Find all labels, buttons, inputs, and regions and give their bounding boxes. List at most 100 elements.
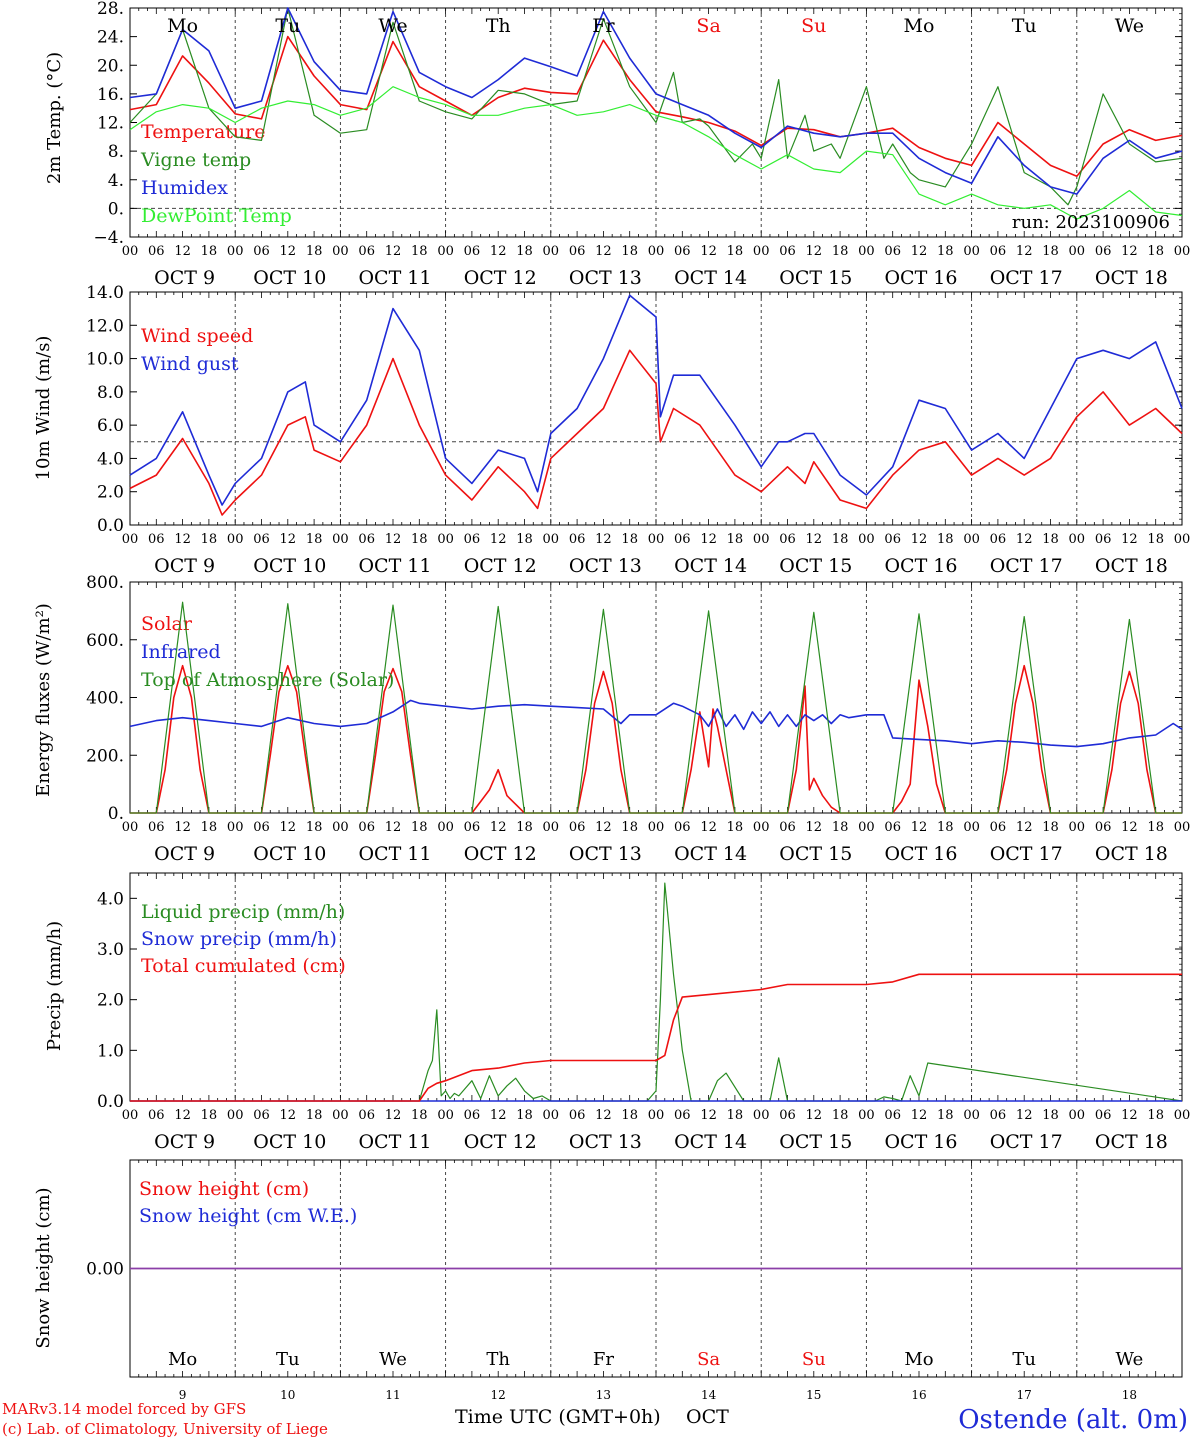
hour-tick-label: 12 [806,244,823,259]
hour-tick-label: 00 [1069,820,1086,835]
hour-tick-label: 18 [621,1108,638,1123]
weekday-label-bottom: We [379,1349,407,1370]
hour-tick-label: 18 [516,532,533,547]
hour-tick-label: 00 [1174,1108,1191,1123]
hour-tick-label: 00 [963,532,980,547]
series-line-total-cumulated-cm [130,973,1182,1102]
weekday-label-bottom: Th [486,1349,510,1370]
hour-tick-label: 06 [358,820,375,835]
hour-tick-label: 06 [1095,820,1112,835]
hour-tick-label: 18 [1147,244,1164,259]
panel-3: 800. 600. 400. 200. 0. Energy fluxes (W/m²) So… [33,573,1190,865]
hour-tick-label: 06 [779,1108,796,1123]
hour-tick-label: 00 [858,1108,875,1123]
date-label: OCT 14 [674,843,747,865]
day-number: 11 [385,1388,400,1402]
y-tick-label: 4.0 [97,889,124,909]
hour-tick-label: 18 [727,820,744,835]
hour-tick-label: 00 [963,244,980,259]
hour-tick-label: 06 [569,1108,586,1123]
day-number: 12 [491,1388,506,1402]
hour-tick-label: 12 [490,820,507,835]
hour-tick-label: 18 [937,244,954,259]
date-label: OCT 15 [779,267,852,289]
weekday-label-bottom: Su [802,1349,826,1370]
date-label: OCT 17 [990,843,1063,865]
y-tick-label: 12.0 [86,316,124,336]
date-label: OCT 16 [884,267,957,289]
hour-tick-label: 00 [227,820,244,835]
hour-tick-label: 06 [148,244,165,259]
run-label: run: 2023100906 [1012,212,1170,233]
hour-tick-label: 00 [437,1108,454,1123]
y-tick-label: 28. [97,0,124,19]
series-line-wind-gust [129,294,1183,506]
hour-tick-label: 18 [1147,820,1164,835]
date-label: OCT 16 [884,555,957,577]
weekday-label-bottom: We [1116,1349,1144,1370]
y-tick-label: 8.0 [97,383,124,403]
hour-tick-label: 12 [490,532,507,547]
day-number: 15 [806,1388,821,1402]
hour-tick-label: 12 [385,1108,402,1123]
hour-tick-label: 12 [700,820,717,835]
hour-tick-label: 06 [779,244,796,259]
y-tick-label: 14.0 [86,283,124,303]
hour-tick-label: 12 [385,532,402,547]
date-label: OCT 13 [569,843,642,865]
y-axis-label: 10m Wind (m/s) [33,336,54,481]
hour-tick-label: 00 [122,532,139,547]
weekday-label-bottom: Mo [168,1349,197,1370]
hour-tick-label: 18 [832,532,849,547]
date-label: OCT 16 [884,843,957,865]
hour-tick-label: 18 [1042,1108,1059,1123]
hour-tick-label: 12 [280,820,297,835]
weekday-label-top: We [378,15,407,37]
hour-tick-label: 06 [464,820,481,835]
hour-tick-label: 06 [569,244,586,259]
y-tick-label: 8. [108,142,124,162]
series-line-humidex [129,7,1183,195]
hour-tick-label: 00 [753,1108,770,1123]
hour-tick-label: 06 [779,532,796,547]
weekday-label-top: Mo [167,15,198,37]
legend-snow-height-cm: Snow height (cm) [139,1178,309,1200]
hour-tick-label: 18 [937,820,954,835]
hour-tick-label: 00 [963,820,980,835]
hour-tick-label: 00 [963,1108,980,1123]
hour-tick-label: 06 [569,820,586,835]
hour-tick-label: 12 [1121,244,1138,259]
legend-dewpoint-temp: DewPoint Temp [141,205,292,227]
hour-tick-label: 00 [543,820,560,835]
hour-tick-label: 18 [621,532,638,547]
hour-tick-label: 12 [174,244,191,259]
weekday-label-top: We [1115,15,1144,37]
hour-tick-label: 06 [884,244,901,259]
series-line-top-of-atmosphere-solar [130,601,1182,814]
weekday-label-bottom: Mo [904,1349,933,1370]
hour-tick-label: 18 [1042,532,1059,547]
weekday-label-bottom: Tu [276,1349,300,1370]
hour-tick-label: 00 [858,244,875,259]
date-label: OCT 14 [674,267,747,289]
weekday-label-top: Mo [904,15,935,37]
date-label: OCT 13 [569,1131,642,1153]
hour-tick-label: 12 [174,532,191,547]
credit-line-2: (c) Lab. of Climatology, University of L… [2,1420,328,1438]
y-axis-label: Energy fluxes (W/m²) [33,603,54,797]
hour-tick-label: 12 [1121,820,1138,835]
hour-tick-label: 06 [990,244,1007,259]
panel-2: 14.0 12.0 10.0 8.0 6.0 4.0 2.0 0.0 10m Wind (m/s… [33,283,1190,577]
hour-tick-label: 00 [227,1108,244,1123]
hour-tick-label: 12 [700,1108,717,1123]
date-label: OCT 17 [990,1131,1063,1153]
day-number: 9 [179,1388,187,1402]
series-line-infrared [129,699,1183,748]
date-label: OCT 12 [464,843,537,865]
hour-tick-label: 06 [990,532,1007,547]
hour-tick-label: 00 [753,244,770,259]
hour-tick-label: 00 [753,820,770,835]
hour-tick-label: 00 [332,532,349,547]
date-label: OCT 11 [358,1131,431,1153]
date-label: OCT 11 [358,843,431,865]
